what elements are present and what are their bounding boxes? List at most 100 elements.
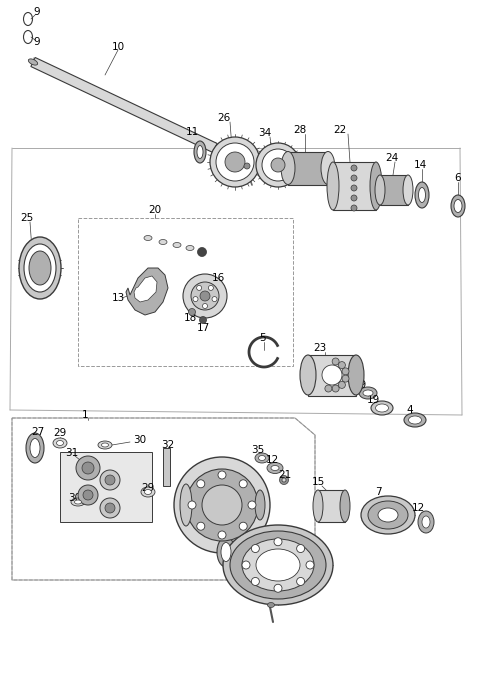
Text: 2: 2 [264, 590, 270, 600]
Circle shape [193, 297, 198, 301]
Ellipse shape [173, 243, 181, 247]
Circle shape [76, 456, 100, 480]
Ellipse shape [24, 30, 33, 44]
Ellipse shape [217, 537, 235, 567]
Circle shape [200, 291, 210, 301]
Ellipse shape [378, 508, 398, 522]
Ellipse shape [340, 490, 350, 522]
Text: 22: 22 [334, 125, 347, 135]
Polygon shape [134, 276, 157, 302]
Circle shape [218, 471, 226, 479]
Ellipse shape [371, 401, 393, 415]
Text: 18: 18 [183, 313, 197, 323]
Ellipse shape [197, 247, 206, 256]
Ellipse shape [351, 185, 357, 191]
Ellipse shape [300, 355, 316, 395]
Text: 14: 14 [413, 160, 427, 170]
Text: 31: 31 [65, 448, 79, 458]
Bar [78, 218, 293, 366]
Text: 4: 4 [407, 405, 413, 415]
Circle shape [188, 501, 196, 509]
Ellipse shape [375, 175, 385, 205]
Ellipse shape [230, 531, 326, 599]
Ellipse shape [422, 516, 430, 528]
Ellipse shape [368, 501, 408, 529]
Polygon shape [31, 58, 217, 152]
Text: 16: 16 [211, 273, 225, 283]
Ellipse shape [375, 404, 388, 412]
Ellipse shape [98, 441, 112, 449]
Text: 21: 21 [278, 470, 292, 480]
Ellipse shape [24, 12, 33, 26]
Ellipse shape [141, 487, 155, 497]
Ellipse shape [242, 539, 314, 591]
Ellipse shape [197, 146, 203, 159]
Ellipse shape [321, 152, 335, 184]
Circle shape [332, 385, 339, 392]
Ellipse shape [351, 195, 357, 201]
Circle shape [297, 545, 305, 552]
Ellipse shape [186, 245, 194, 250]
Text: 27: 27 [211, 513, 225, 523]
Text: 25: 25 [20, 213, 34, 223]
Ellipse shape [180, 484, 192, 526]
Circle shape [78, 485, 98, 505]
Ellipse shape [359, 387, 377, 399]
Ellipse shape [255, 453, 269, 463]
Circle shape [239, 480, 247, 488]
Bar [163, 448, 170, 486]
Ellipse shape [403, 175, 413, 205]
Circle shape [212, 297, 217, 301]
Text: 10: 10 [111, 42, 125, 52]
Circle shape [197, 523, 205, 530]
Circle shape [105, 475, 115, 485]
Ellipse shape [454, 200, 462, 213]
Ellipse shape [451, 195, 465, 217]
Text: 12: 12 [411, 503, 425, 513]
Ellipse shape [29, 251, 51, 285]
Text: 8: 8 [255, 503, 261, 513]
Ellipse shape [361, 496, 415, 534]
Ellipse shape [281, 152, 295, 184]
Text: 30: 30 [133, 435, 146, 445]
Ellipse shape [53, 438, 67, 448]
Text: 35: 35 [252, 445, 264, 455]
Ellipse shape [418, 511, 434, 533]
Text: 19: 19 [353, 380, 367, 390]
Circle shape [208, 286, 214, 290]
Circle shape [297, 577, 305, 586]
Ellipse shape [415, 182, 429, 208]
Circle shape [338, 381, 346, 388]
Circle shape [183, 274, 227, 318]
Ellipse shape [256, 143, 300, 187]
Circle shape [325, 385, 332, 392]
Text: 33: 33 [255, 160, 269, 170]
Circle shape [202, 485, 242, 525]
Ellipse shape [351, 205, 357, 211]
Ellipse shape [210, 137, 260, 187]
Ellipse shape [256, 549, 300, 581]
Circle shape [218, 531, 226, 539]
Text: 6: 6 [455, 173, 461, 183]
Circle shape [239, 523, 247, 530]
Ellipse shape [271, 466, 279, 471]
Text: 1: 1 [82, 410, 88, 420]
Text: 30: 30 [69, 493, 82, 503]
Text: 11: 11 [185, 127, 199, 137]
Ellipse shape [351, 175, 357, 181]
Text: 29: 29 [53, 428, 67, 438]
Ellipse shape [408, 416, 421, 424]
Ellipse shape [259, 455, 265, 461]
Ellipse shape [57, 441, 63, 446]
Polygon shape [308, 355, 356, 396]
Circle shape [191, 282, 219, 310]
Text: 3: 3 [212, 472, 218, 482]
Circle shape [100, 498, 120, 518]
Text: 26: 26 [217, 113, 230, 123]
Circle shape [306, 561, 314, 569]
Text: 27: 27 [31, 427, 45, 437]
Circle shape [338, 362, 346, 369]
Ellipse shape [101, 443, 108, 447]
Ellipse shape [271, 158, 285, 172]
Circle shape [100, 470, 120, 490]
